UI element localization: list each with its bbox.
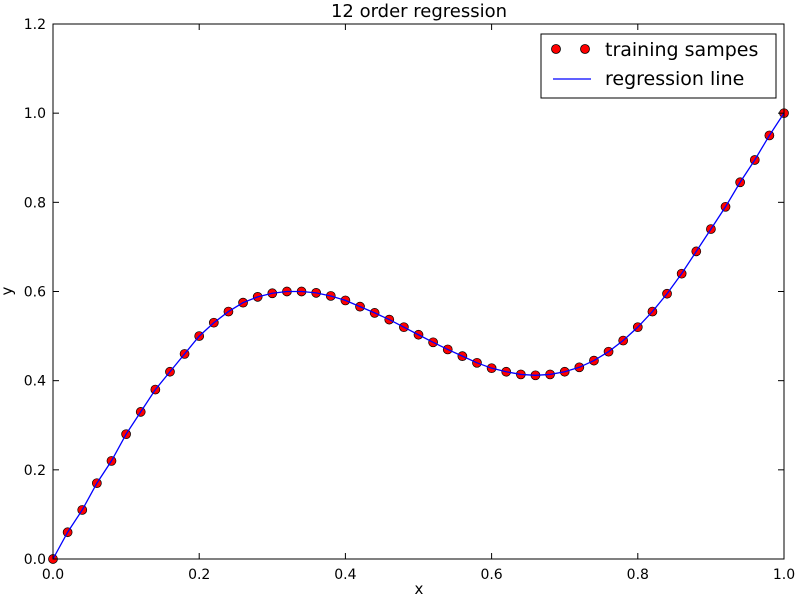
x-tick-label: 0.0 [42, 567, 64, 583]
ticks-layer: 0.0 0.2 0.4 0.6 0.8 1.0 0.0 0.2 0.4 0.6 0.8 1.0 1.2 [24, 17, 795, 583]
regression-line [52, 112, 785, 560]
x-tick-label: 1.0 [773, 567, 795, 583]
y-tick-label: 0.2 [24, 463, 46, 479]
legend-marker-training [551, 44, 561, 54]
x-tick-label: 0.4 [334, 567, 356, 583]
legend-label-regression: regression line [605, 68, 744, 90]
legend-box [540, 33, 777, 99]
legend: training sampes regression line [540, 33, 777, 99]
plot-area [53, 24, 784, 559]
chart-title: 12 order regression [331, 1, 507, 22]
x-tick-label: 0.2 [188, 567, 210, 583]
y-axis-label: y [0, 286, 16, 295]
y-tick-label: 0.8 [24, 195, 46, 211]
y-tick-label: 0.0 [24, 552, 46, 568]
legend-label-training: training sampes [605, 39, 758, 61]
series-layer [48, 108, 789, 564]
legend-marker-training [580, 44, 590, 54]
y-tick-label: 0.4 [24, 374, 46, 390]
y-tick-label: 0.6 [24, 285, 46, 301]
x-axis-label: x [415, 580, 424, 595]
x-tick-label: 0.8 [627, 567, 649, 583]
y-tick-label: 1.2 [24, 17, 46, 33]
x-tick-label: 0.6 [480, 567, 502, 583]
y-tick-label: 1.0 [24, 106, 46, 122]
